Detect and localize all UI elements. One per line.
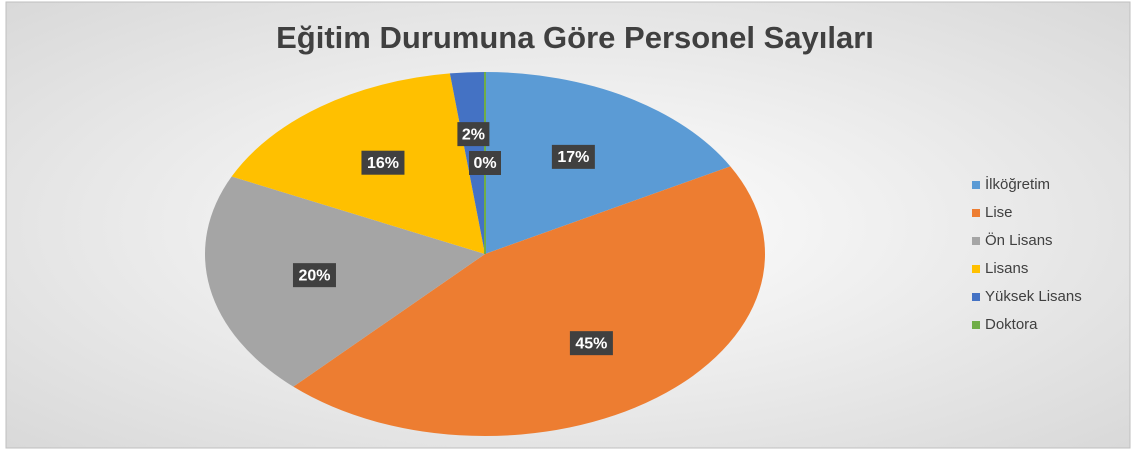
data-label-box [457,122,490,147]
legend-swatch [972,321,980,329]
data-label: 16% [367,155,399,172]
legend-label: Ön Lisans [985,231,1053,249]
pie-slice [449,72,485,254]
legend-swatch [972,293,980,301]
pie-slice [204,176,485,387]
legend-swatch [972,265,980,273]
data-label-box [569,331,613,356]
data-label-box [361,150,405,175]
pie-slice [293,166,765,436]
legend-label: İlköğretim [985,175,1050,193]
legend-swatch [972,181,980,189]
data-label: 0% [473,155,496,172]
legend-swatch [972,237,980,245]
data-label-box [292,263,336,288]
data-label-box [469,151,501,175]
legend-swatch [972,209,980,217]
legend-label: Lise [985,204,1013,221]
data-label: 2% [462,126,485,143]
data-label-box [551,144,595,169]
data-label: 17% [557,149,589,166]
data-label: 20% [298,267,330,284]
legend-label: Lisans [985,260,1028,277]
pie-slice [231,73,485,255]
legend-label: Yüksek Lisans [985,288,1082,305]
chart-title: Eğitim Durumuna Göre Personel Sayıları [276,20,874,55]
data-label: 45% [575,335,607,352]
pie-slice [485,72,731,254]
legend-label: Doktora [985,316,1038,333]
